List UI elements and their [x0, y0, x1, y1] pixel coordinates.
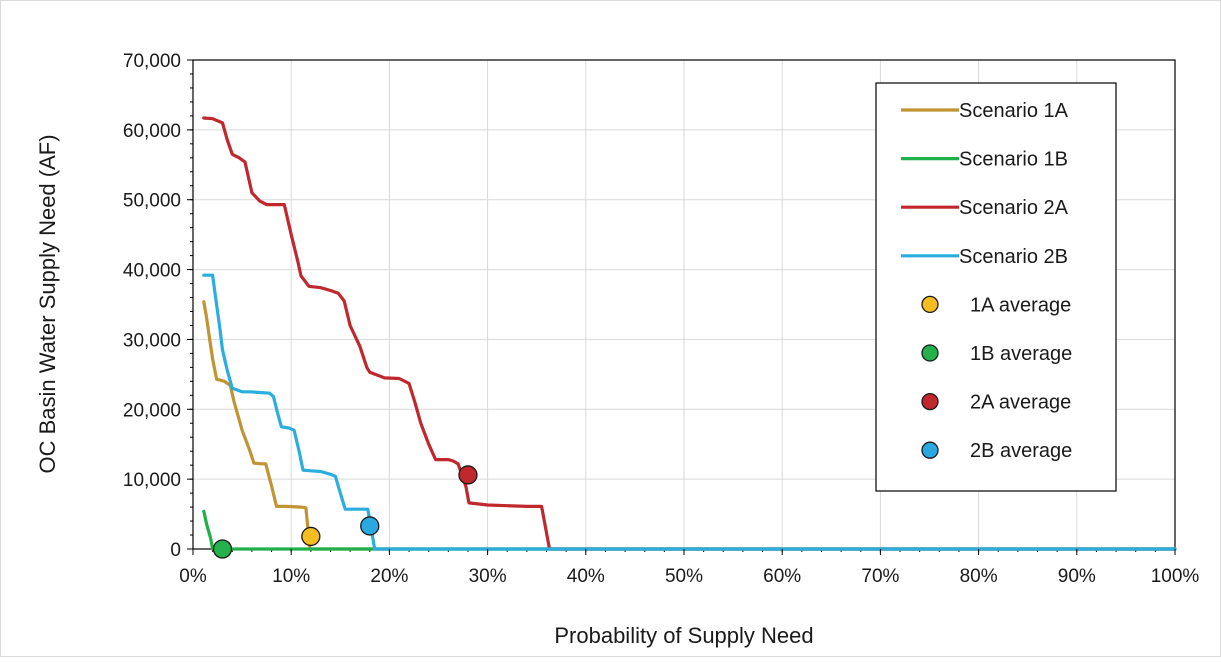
y-axis-title: OC Basin Water Supply Need (AF)	[35, 134, 60, 473]
marker-1b-average	[212, 539, 233, 559]
y-tick-label: 20,000	[123, 400, 181, 421]
legend-swatch-2b-average	[921, 441, 939, 459]
legend-label-scenario-1b: Scenario 1B	[959, 149, 1068, 171]
x-tick-label: 100%	[1151, 566, 1200, 587]
x-tick-label: 90%	[1058, 566, 1096, 587]
legend-label-scenario-2b: Scenario 2B	[959, 246, 1068, 268]
legend-label-1b-average: 1B average	[970, 343, 1072, 365]
x-tick-label: 40%	[567, 566, 605, 587]
average-markers	[212, 465, 478, 559]
legend-label-1a-average: 1A average	[970, 294, 1071, 316]
x-axis-ticks: 0% 10% 20% 30% 40% 50% 60% 70% 80% 90% 100%	[179, 549, 1199, 587]
x-axis-title: Probability of Supply Need	[554, 623, 813, 648]
legend-swatch-1b-average	[921, 344, 939, 362]
x-tick-label: 60%	[763, 566, 801, 587]
x-tick-label: 30%	[469, 566, 507, 587]
series-line-scenario-2b	[202, 273, 1177, 551]
x-tick-label: 50%	[665, 566, 703, 587]
legend-box	[875, 82, 1117, 492]
legend-label-2a-average: 2A average	[970, 392, 1071, 414]
legend: Scenario 1A Scenario 1B Scenario 2A Scenari…	[875, 82, 1117, 492]
y-tick-label: 0	[170, 540, 181, 561]
y-tick-label: 50,000	[123, 191, 181, 212]
y-tick-label: 40,000	[123, 261, 181, 282]
x-tick-label: 0%	[179, 566, 207, 587]
series-line-scenario-2a	[202, 116, 1177, 551]
y-axis-ticks: 0 10,000 20,000 30,000 40,000 50,000 60,000 70,…	[123, 51, 193, 561]
y-tick-label: 30,000	[123, 330, 181, 351]
legend-label-2b-average: 2B average	[970, 440, 1072, 462]
series-line-scenario-1a	[202, 300, 1177, 551]
x-tick-label: 20%	[370, 566, 408, 587]
x-tick-label: 10%	[272, 566, 310, 587]
marker-1a-average	[301, 526, 321, 547]
legend-label-scenario-2a: Scenario 2A	[959, 197, 1069, 219]
legend-swatch-1a-average	[921, 295, 939, 314]
marker-2a-average	[458, 465, 478, 485]
x-tick-label: 70%	[861, 566, 899, 587]
y-tick-label: 60,000	[123, 121, 181, 142]
series	[202, 116, 1177, 551]
legend-swatch-2a-average	[921, 392, 939, 411]
y-tick-label: 10,000	[123, 470, 181, 491]
x-tick-label: 80%	[960, 566, 998, 587]
legend-items: Scenario 1A Scenario 1B Scenario 2A Scenari…	[901, 100, 1072, 462]
marker-2b-average	[360, 516, 380, 536]
legend-label-scenario-1a: Scenario 1A	[959, 100, 1069, 122]
y-tick-label: 70,000	[123, 51, 181, 72]
